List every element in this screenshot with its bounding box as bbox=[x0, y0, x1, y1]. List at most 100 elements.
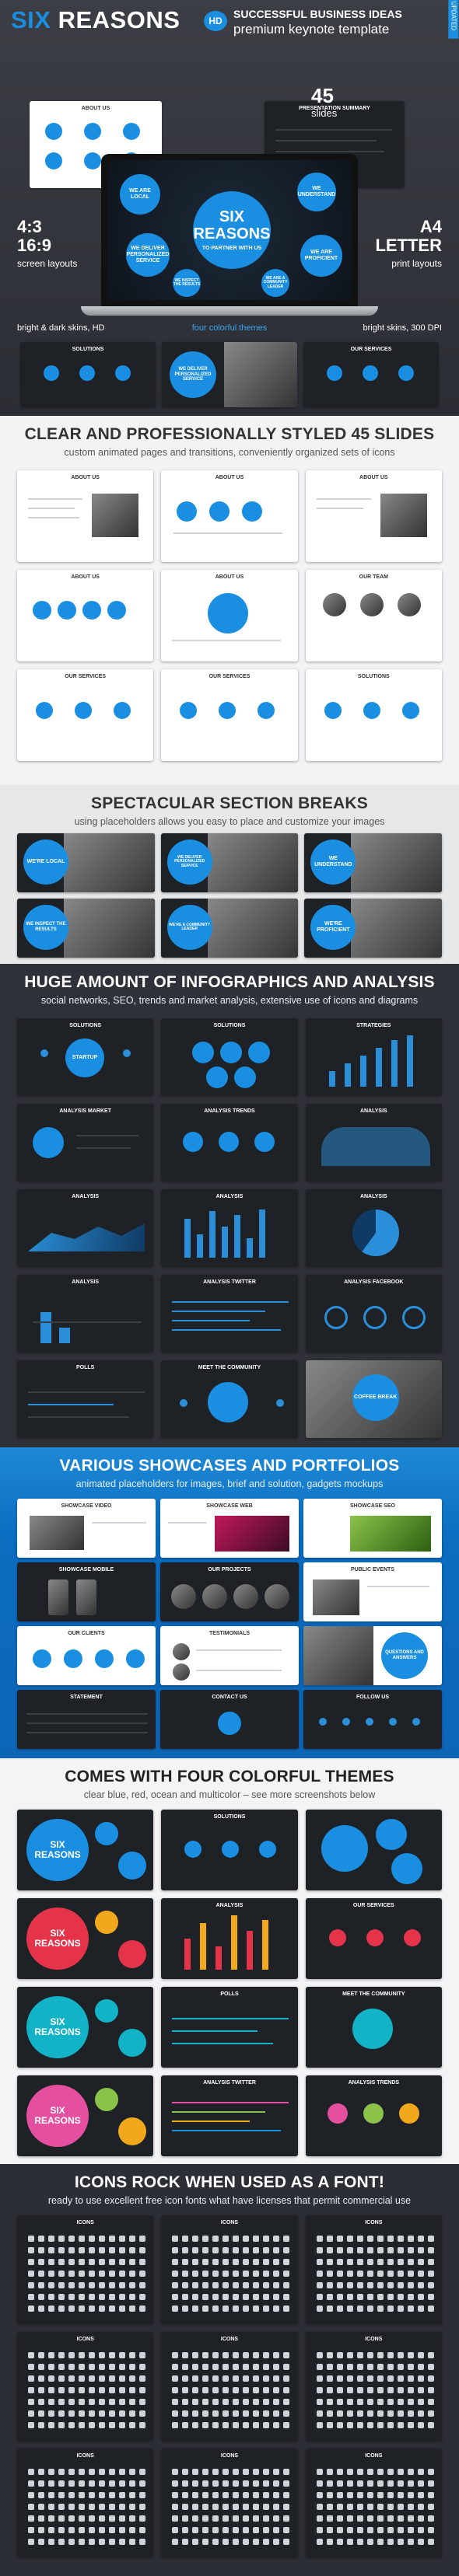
glyph-icon bbox=[99, 2515, 105, 2522]
glyph-icon bbox=[139, 2352, 145, 2358]
glyph-icon bbox=[192, 2387, 199, 2393]
glyph-icon bbox=[387, 2375, 394, 2382]
glyph-icon bbox=[387, 2539, 394, 2545]
glyph-icon bbox=[79, 2352, 85, 2358]
glyph-icon bbox=[139, 2469, 145, 2475]
glyph-icon bbox=[387, 2504, 394, 2510]
glyph-icon bbox=[172, 2410, 179, 2417]
glyph-icon bbox=[316, 2504, 323, 2510]
glyph-icon bbox=[397, 2247, 404, 2253]
icons-thumb: ICONS bbox=[161, 2449, 298, 2557]
glyph-icon bbox=[48, 2271, 54, 2277]
glyph-icon bbox=[366, 2469, 373, 2475]
glyph-icon bbox=[263, 2469, 270, 2475]
glyph-icon bbox=[58, 2271, 65, 2277]
glyph-icon bbox=[316, 2282, 323, 2288]
glyph-icon bbox=[346, 2247, 353, 2253]
glyph-icon bbox=[172, 2492, 179, 2498]
glyph-icon bbox=[263, 2352, 270, 2358]
glyph-icon bbox=[129, 2410, 135, 2417]
glyph-icon bbox=[427, 2247, 434, 2253]
glyph-icon bbox=[417, 2352, 424, 2358]
break-thumb: WE UNDERSTAND bbox=[304, 833, 442, 892]
glyph-icon bbox=[192, 2410, 199, 2417]
breaks-grid: WE'RE LOCAL WE DELIVER PERSONALIZED SERV… bbox=[17, 833, 442, 958]
glyph-icon bbox=[119, 2399, 125, 2405]
glyph-icon bbox=[99, 2539, 105, 2545]
icons-grid: ICONS ICONS ICONS ICONS ICONS ICONS ICON… bbox=[17, 2215, 442, 2557]
glyph-icon bbox=[109, 2539, 115, 2545]
glyph-icon bbox=[172, 2469, 179, 2475]
glyph-icon bbox=[222, 2282, 229, 2288]
glyph-icon bbox=[202, 2305, 209, 2312]
glyph-icon bbox=[273, 2236, 280, 2242]
glyph-icon bbox=[202, 2539, 209, 2545]
glyph-icon bbox=[212, 2305, 219, 2312]
glyph-icon bbox=[417, 2469, 424, 2475]
glyph-icon bbox=[129, 2527, 135, 2533]
glyph-icon bbox=[366, 2527, 373, 2533]
glyph-icon bbox=[366, 2294, 373, 2300]
glyph-icon bbox=[172, 2364, 179, 2370]
glyph-icon bbox=[182, 2515, 189, 2522]
glyph-icon bbox=[397, 2410, 404, 2417]
glyph-icon bbox=[89, 2247, 95, 2253]
glyph-icon bbox=[89, 2387, 95, 2393]
glyph-icon bbox=[356, 2375, 363, 2382]
glyph-icon bbox=[68, 2410, 75, 2417]
glyph-icon bbox=[243, 2399, 250, 2405]
glyph-icon bbox=[273, 2375, 280, 2382]
glyph-icon bbox=[253, 2480, 260, 2487]
glyph-icon bbox=[99, 2352, 105, 2358]
glyph-icon bbox=[407, 2305, 414, 2312]
glyph-icon bbox=[99, 2375, 105, 2382]
glyph-icon bbox=[172, 2271, 179, 2277]
glyph-icon bbox=[119, 2294, 125, 2300]
glyph-icon bbox=[407, 2294, 414, 2300]
glyph-icon bbox=[336, 2492, 343, 2498]
glyph-icon bbox=[68, 2504, 75, 2510]
info-thumb: POLLS bbox=[17, 1360, 154, 1438]
hd-badge: HD bbox=[204, 11, 227, 31]
glyph-icon bbox=[212, 2515, 219, 2522]
glyph-icon bbox=[316, 2305, 323, 2312]
glyph-icon bbox=[427, 2305, 434, 2312]
glyph-icon bbox=[273, 2492, 280, 2498]
glyph-icon bbox=[212, 2236, 219, 2242]
glyph-icon bbox=[407, 2515, 414, 2522]
laptop-screen: SIX REASONS TO PARTNER WITH US WE ARE LO… bbox=[101, 154, 358, 306]
glyph-icon bbox=[326, 2375, 333, 2382]
glyph-icon bbox=[79, 2305, 85, 2312]
glyph-icon bbox=[356, 2305, 363, 2312]
info-thumb: STRATEGIES bbox=[305, 1018, 442, 1096]
glyph-icon bbox=[129, 2469, 135, 2475]
glyph-icon bbox=[99, 2387, 105, 2393]
glyph-icon bbox=[273, 2247, 280, 2253]
glyph-icon bbox=[79, 2387, 85, 2393]
glyph-icon bbox=[377, 2480, 384, 2487]
glyph-icon bbox=[58, 2492, 65, 2498]
glyph-icon bbox=[68, 2236, 75, 2242]
glyph-icon bbox=[202, 2469, 209, 2475]
slide-thumb: OUR TEAM bbox=[305, 570, 442, 661]
glyph-icon bbox=[212, 2247, 219, 2253]
glyph-icon bbox=[377, 2236, 384, 2242]
glyph-icon bbox=[427, 2399, 434, 2405]
glyph-icon bbox=[427, 2282, 434, 2288]
glyph-icon bbox=[233, 2480, 240, 2487]
glyph-icon bbox=[233, 2305, 240, 2312]
glyph-icon bbox=[273, 2515, 280, 2522]
glyph-icon bbox=[387, 2527, 394, 2533]
glyph-icon bbox=[283, 2399, 290, 2405]
glyph-icon bbox=[119, 2492, 125, 2498]
glyph-icon bbox=[316, 2375, 323, 2382]
glyph-icon bbox=[336, 2294, 343, 2300]
glyph-icon bbox=[407, 2539, 414, 2545]
glyph-icon bbox=[119, 2271, 125, 2277]
glyph-icon bbox=[58, 2352, 65, 2358]
glyph-icon bbox=[283, 2271, 290, 2277]
glyph-icon bbox=[182, 2282, 189, 2288]
slide-thumb: ABOUT US bbox=[161, 470, 298, 562]
glyph-icon bbox=[397, 2259, 404, 2265]
glyph-icon bbox=[387, 2422, 394, 2428]
